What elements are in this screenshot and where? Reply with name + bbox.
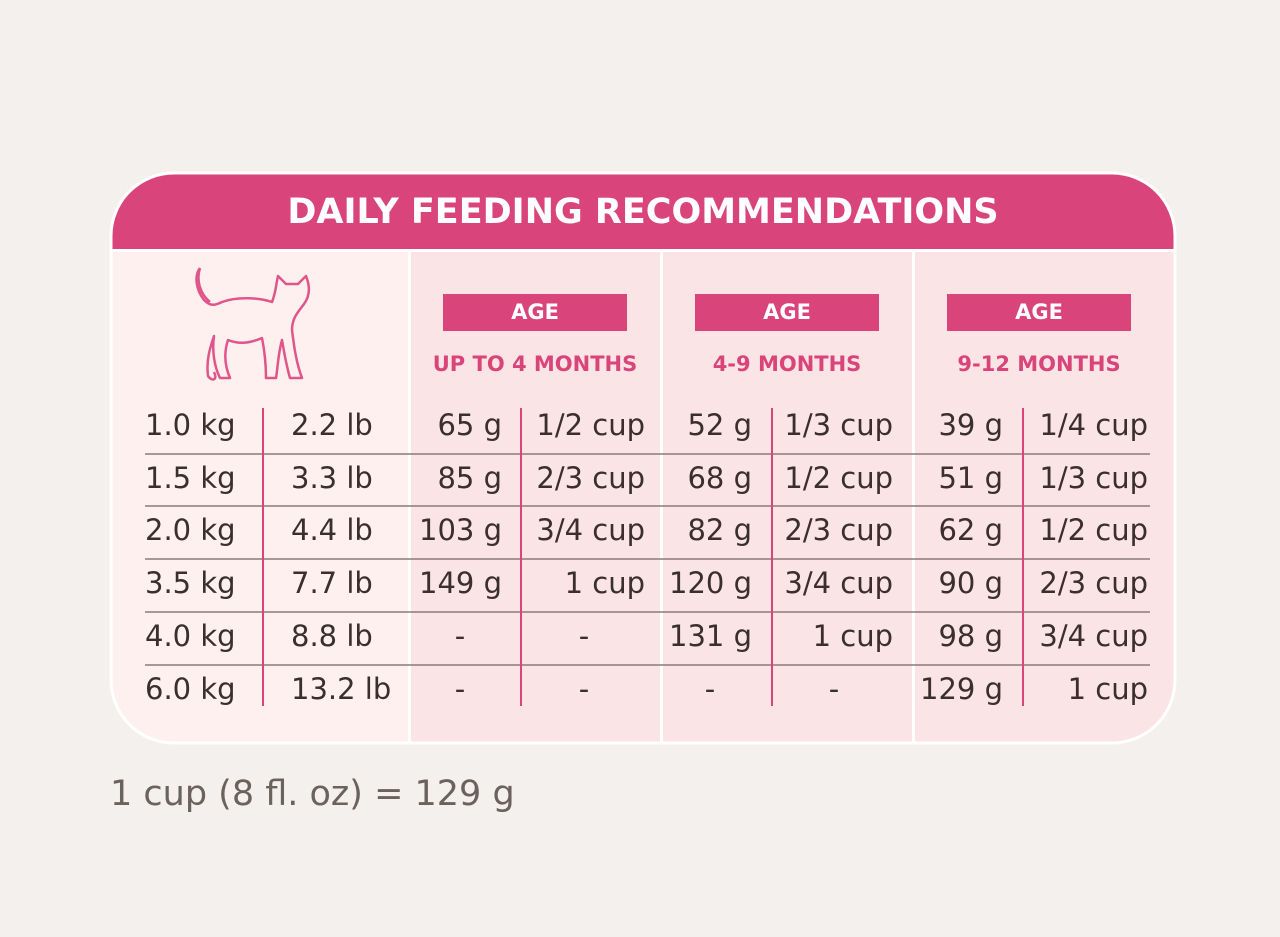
age-range: UP TO 4 MONTHS <box>433 352 638 376</box>
cell: 2/3 cup <box>536 461 645 495</box>
cell: 1.5 kg <box>145 461 236 495</box>
cell: 6.0 kg <box>145 672 236 706</box>
cell: 1/3 cup <box>1039 461 1148 495</box>
cell: 103 g <box>419 513 502 547</box>
cell: 3/4 cup <box>536 513 645 547</box>
cell: - <box>455 619 465 653</box>
age-box <box>695 294 879 331</box>
cell: - <box>829 672 839 706</box>
cell: - <box>579 672 589 706</box>
cell: 4.4 lb <box>291 513 373 547</box>
title: DAILY FEEDING RECOMMENDATIONS <box>287 192 998 232</box>
cell: 8.8 lb <box>291 619 373 653</box>
cell: 82 g <box>687 513 752 547</box>
cell: 131 g <box>669 619 752 653</box>
cell: 1/4 cup <box>1039 408 1148 442</box>
cell: 2/3 cup <box>784 513 893 547</box>
cell: 62 g <box>938 513 1003 547</box>
cell: 1/3 cup <box>784 408 893 442</box>
age-label: AGE <box>763 300 811 324</box>
cell: 7.7 lb <box>291 566 373 600</box>
cell: 98 g <box>938 619 1003 653</box>
cell: 149 g <box>419 566 502 600</box>
cell: 2.0 kg <box>145 513 236 547</box>
cell: - <box>705 672 715 706</box>
cell: 3/4 cup <box>784 566 893 600</box>
cat-icon <box>195 267 310 381</box>
footnote: 1 cup (8 fl. oz) = 129 g <box>110 774 515 814</box>
cell: 51 g <box>938 461 1003 495</box>
card-border <box>109 171 1177 745</box>
cell: 90 g <box>938 566 1003 600</box>
cell: 129 g <box>920 672 1003 706</box>
age-box <box>443 294 627 331</box>
cell: 1 cup <box>1068 672 1148 706</box>
cell: 3.3 lb <box>291 461 373 495</box>
cell: 3.5 kg <box>145 566 236 600</box>
age-range: 4-9 MONTHS <box>713 352 862 376</box>
cell: 2/3 cup <box>1039 566 1148 600</box>
table: AGE UP TO 4 MONTHS AGE 4-9 MONTHS AGE 9-12 MO… <box>145 294 1150 706</box>
cell: 2.2 lb <box>291 408 373 442</box>
age-range: 9-12 MONTHS <box>957 352 1120 376</box>
cell: 85 g <box>437 461 502 495</box>
cell: 120 g <box>669 566 752 600</box>
cell: 1 cup <box>565 566 645 600</box>
cell: 3/4 cup <box>1039 619 1148 653</box>
cell: 1 cup <box>813 619 893 653</box>
cell: 68 g <box>687 461 752 495</box>
card-background <box>110 172 1176 744</box>
cell: - <box>579 619 589 653</box>
cell: 52 g <box>687 408 752 442</box>
cell: 65 g <box>437 408 502 442</box>
age-label: AGE <box>511 300 559 324</box>
cell: 13.2 lb <box>291 672 391 706</box>
cell: - <box>455 672 465 706</box>
cell: 1.0 kg <box>145 408 236 442</box>
cell: 4.0 kg <box>145 619 236 653</box>
cell: 1/2 cup <box>1039 513 1148 547</box>
age-box <box>947 294 1131 331</box>
cell: 39 g <box>938 408 1003 442</box>
age-label: AGE <box>1015 300 1063 324</box>
cell: 1/2 cup <box>536 408 645 442</box>
cell: 1/2 cup <box>784 461 893 495</box>
